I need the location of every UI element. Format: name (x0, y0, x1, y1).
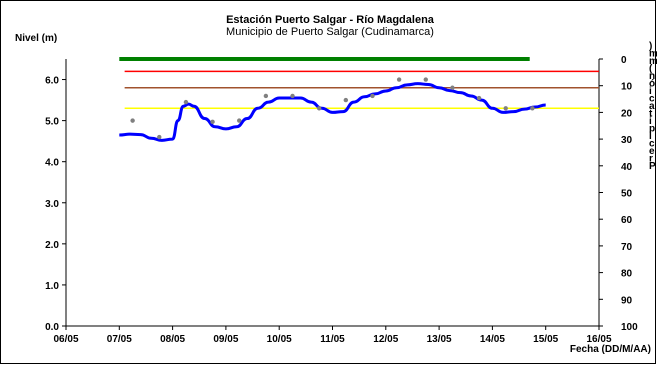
y-tick-label: 5.0 (45, 117, 59, 128)
observation-point (237, 118, 242, 123)
observation-point (503, 106, 508, 111)
observation-point (157, 134, 162, 140)
observation-point (316, 106, 322, 111)
observation-point (183, 99, 189, 105)
chart-subtitle: Municipio de Puerto Salgar (Cudinamarca) (226, 26, 434, 38)
observation-point (130, 118, 135, 123)
y2-tick-label: 70 (621, 242, 633, 253)
y-tick-label: 3.0 (45, 199, 59, 210)
observation-point (263, 93, 269, 99)
x-tick-label: 07/05 (107, 334, 132, 345)
y2-tick-label: 10 (621, 82, 633, 93)
x-tick-label: 12/05 (373, 334, 398, 345)
observation-point (370, 93, 375, 99)
y2-tick-label: 50 (621, 189, 633, 200)
y2-tick-label: 30 (621, 135, 633, 146)
y2-tick-label: 80 (621, 269, 633, 280)
y2-tick-label: 100 (621, 322, 638, 333)
x-tick-label: 08/05 (160, 334, 185, 345)
observation-point (450, 85, 455, 90)
observation-point (210, 119, 215, 125)
y-tick-label: 4.0 (45, 158, 59, 169)
y-tick-label: 0.0 (45, 322, 59, 333)
x-tick-label: 06/05 (53, 334, 78, 345)
x-tick-label: 10/05 (267, 334, 292, 345)
x-tick-label: 14/05 (480, 334, 505, 345)
y-tick-label: 1.0 (45, 281, 59, 292)
observation-point (530, 106, 535, 111)
y2-tick-label: 90 (621, 295, 633, 306)
x-axis-label: Fecha (DD/M/AA) (569, 344, 651, 355)
observation-point (396, 77, 402, 82)
x-tick-label: 15/05 (533, 334, 558, 345)
y-tick-label: 6.0 (45, 76, 59, 87)
y2-tick-label: 0 (621, 55, 627, 66)
y2-tick-label: 40 (621, 162, 633, 173)
observation-point (423, 77, 428, 82)
level-line (119, 82, 546, 142)
chart-title: Estación Puerto Salgar - Río Magdalena (226, 14, 434, 26)
observation-point (476, 95, 482, 101)
y-tick-label: 2.0 (45, 240, 59, 251)
x-tick-label: 16/05 (586, 334, 611, 345)
y-axis-label: Nivel (m) (15, 33, 58, 44)
y2-axis-label: ) m m(n ó i c a t i p i c e r P (649, 41, 657, 172)
x-tick-label: 09/05 (213, 334, 238, 345)
y2-tick-label: 60 (621, 215, 633, 226)
observation-point (290, 93, 295, 99)
x-tick-label: 11/05 (320, 334, 345, 345)
observation-point (343, 97, 349, 103)
x-tick-label: 13/05 (427, 334, 452, 345)
y2-tick-label: 20 (621, 108, 633, 119)
